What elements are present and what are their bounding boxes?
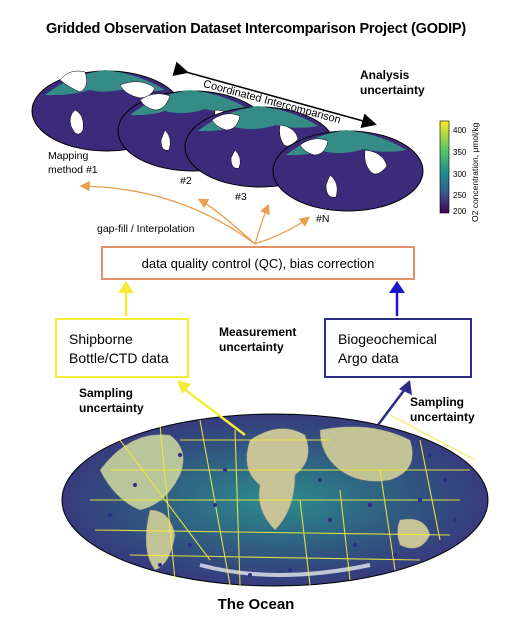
sampling-argo-arrow	[377, 388, 406, 426]
colorbar	[439, 120, 450, 214]
sampling-uncertainty-right-line-2: uncertainty	[410, 410, 475, 424]
ocean-globe-map	[61, 413, 489, 587]
sampling-uncertainty-left-label: Sampling uncertainty	[79, 386, 144, 416]
shipborne-box: Shipborne Bottle/CTD data	[55, 318, 189, 378]
measurement-uncertainty-line-2: uncertainty	[219, 340, 284, 354]
colorbar-tick: 200	[453, 207, 467, 216]
globe-label-3: #3	[235, 191, 247, 203]
shipborne-box-line-2: Bottle/CTD data	[69, 350, 169, 366]
sampling-uncertainty-left-line-1: Sampling	[79, 386, 134, 400]
analysis-uncertainty-line-1: Analysis	[360, 68, 410, 82]
globe-label-2: #2	[180, 175, 192, 187]
argo-box-line-1: Biogeochemical	[338, 331, 437, 347]
measurement-uncertainty-label: Measurement uncertainty	[219, 325, 296, 355]
argo-box-line-2: Argo data	[338, 350, 399, 366]
globe-label-1-line-1: Mapping	[48, 150, 89, 162]
sampling-ship-arrow	[182, 387, 246, 436]
colorbar-tick: 400	[453, 126, 467, 135]
globe-label-n: #N	[316, 213, 330, 225]
gapfill-arrows	[79, 180, 311, 245]
colorbar-label: O2 concentration, μmol/kg	[470, 122, 480, 222]
intercomparison-arrow	[172, 61, 377, 129]
colorbar-tick: 300	[453, 170, 467, 179]
analysis-uncertainty-label: Analysis uncertainty	[360, 68, 425, 98]
sampling-uncertainty-right-label: Sampling uncertainty	[410, 395, 475, 425]
colorbar-tick: 250	[453, 191, 467, 200]
page-title: Gridded Observation Dataset Intercompari…	[45, 21, 467, 37]
analysis-uncertainty-line-2: uncertainty	[360, 83, 425, 97]
shipborne-box-line-1: Shipborne	[69, 331, 133, 347]
argo-box: Biogeochemical Argo data	[324, 318, 472, 378]
globe-label-1: Mapping method #1	[48, 149, 98, 177]
sampling-uncertainty-left-line-2: uncertainty	[79, 401, 144, 415]
gapfill-label: gap-fill / Interpolation	[97, 223, 195, 235]
sampling-uncertainty-right-line-1: Sampling	[410, 395, 465, 409]
globe-label-1-line-2: method #1	[48, 164, 98, 176]
measurement-uncertainty-line-1: Measurement	[219, 325, 297, 339]
qc-box: data quality control (QC), bias correcti…	[101, 246, 415, 280]
globe-map-n	[272, 130, 424, 212]
ocean-title: The Ocean	[217, 596, 295, 613]
colorbar-tick: 350	[453, 148, 467, 157]
